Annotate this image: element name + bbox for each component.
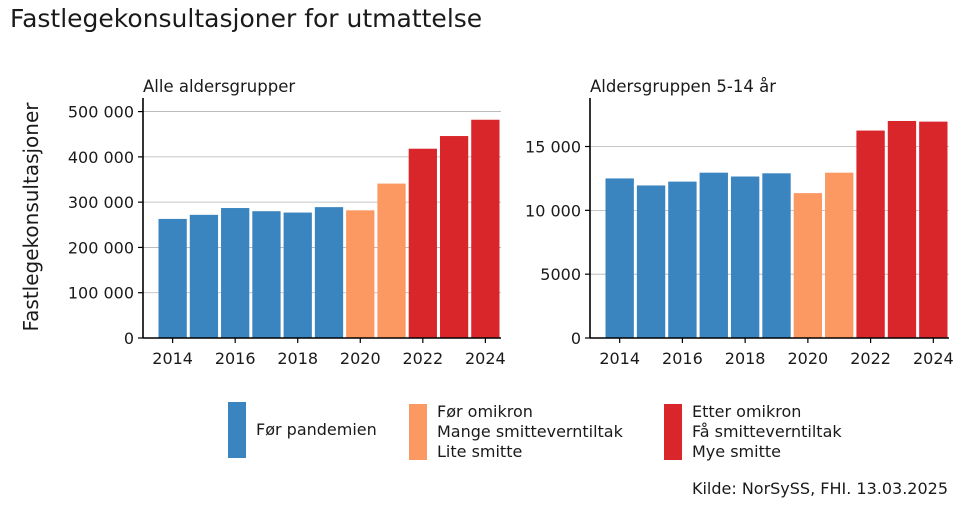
legend-item-before-omicron: Før omikron Mange smitteverntiltak Lite … [409,402,623,462]
legend-line: Mange smitteverntiltak [437,422,623,441]
bar-2014 [605,178,634,338]
y-tick-label: 0 [124,329,134,348]
legend-line: Før pandemien [256,420,377,439]
x-tick-label: 2014 [599,349,640,368]
legend-label-pre-pandemic: Før pandemien [256,420,377,440]
legend-swatch-before-omicron [409,404,427,460]
bar-2017 [252,211,281,338]
bar-2018 [730,176,760,338]
x-tick-label: 2018 [725,349,766,368]
charts-canvas: 0 100 000 200 000 300 000 400 000 500 000 2014… [68,77,954,368]
bar-2018 [283,212,312,338]
y-tick-label: 300 000 [68,193,134,212]
y-tick-label: 100 000 [68,284,134,303]
bar-2016 [668,181,697,338]
x-tick-label: 2022 [850,349,891,368]
bar-2023 [887,120,917,338]
bar-2024 [919,121,948,338]
legend-swatch-after-omicron [664,404,682,460]
y-tick-label: 0 [571,329,581,348]
y-tick-label: 15 000 [525,138,581,157]
bar-2016 [221,208,250,338]
bar-2015 [189,214,219,338]
bar-2022 [856,130,885,338]
legend-line: Mye smitte [692,442,781,461]
bar-2021 [377,183,406,338]
y-tick-label: 5000 [540,265,581,284]
bar-2014 [158,218,187,338]
legend: Før pandemien Før omikron Mange smitteve… [0,400,960,470]
bar-2021 [825,172,854,338]
x-tick-label: 2014 [152,349,193,368]
bar-2020 [793,193,823,338]
bar-2023 [439,136,469,338]
bar-2017 [699,172,728,338]
bar-2022 [408,148,437,338]
y-tick-label: 200 000 [68,238,134,257]
legend-label-before-omicron: Før omikron Mange smitteverntiltak Lite … [437,402,623,462]
bar-2019 [314,207,344,338]
legend-line: Før omikron [437,402,533,421]
legend-swatch-pre-pandemic [228,402,246,458]
y-tick-label: 10 000 [525,201,581,220]
bar-2020 [346,210,375,338]
x-tick-label: 2022 [402,349,443,368]
x-tick-label: 2016 [662,349,703,368]
bar-2019 [762,173,791,338]
legend-line: Lite smitte [437,442,523,461]
x-tick-label: 2020 [788,349,829,368]
bar-2015 [636,185,666,338]
chart-title: Fastlegekonsultasjoner for utmattelse [10,4,483,33]
x-tick-label: 2020 [340,349,381,368]
subplot-title: Aldersgruppen 5-14 år [590,77,776,96]
x-tick-label: 2024 [913,349,954,368]
legend-label-after-omicron: Etter omikron Få smitteverntiltak Mye sm… [692,402,842,462]
bar-2024 [471,119,500,339]
y-tick-label: 400 000 [68,148,134,167]
x-tick-label: 2024 [465,349,506,368]
y-tick-label: 500 000 [68,103,134,122]
x-tick-label: 2018 [277,349,318,368]
legend-item-after-omicron: Etter omikron Få smitteverntiltak Mye sm… [664,402,842,462]
legend-line: Få smitteverntiltak [692,422,842,441]
legend-item-pre-pandemic: Før pandemien [228,402,377,458]
x-tick-label: 2016 [215,349,256,368]
source-caption: Kilde: NorSySS, FHI. 13.03.2025 [691,479,948,498]
legend-line: Etter omikron [692,402,802,421]
subplot-title: Alle aldersgrupper [143,77,295,96]
